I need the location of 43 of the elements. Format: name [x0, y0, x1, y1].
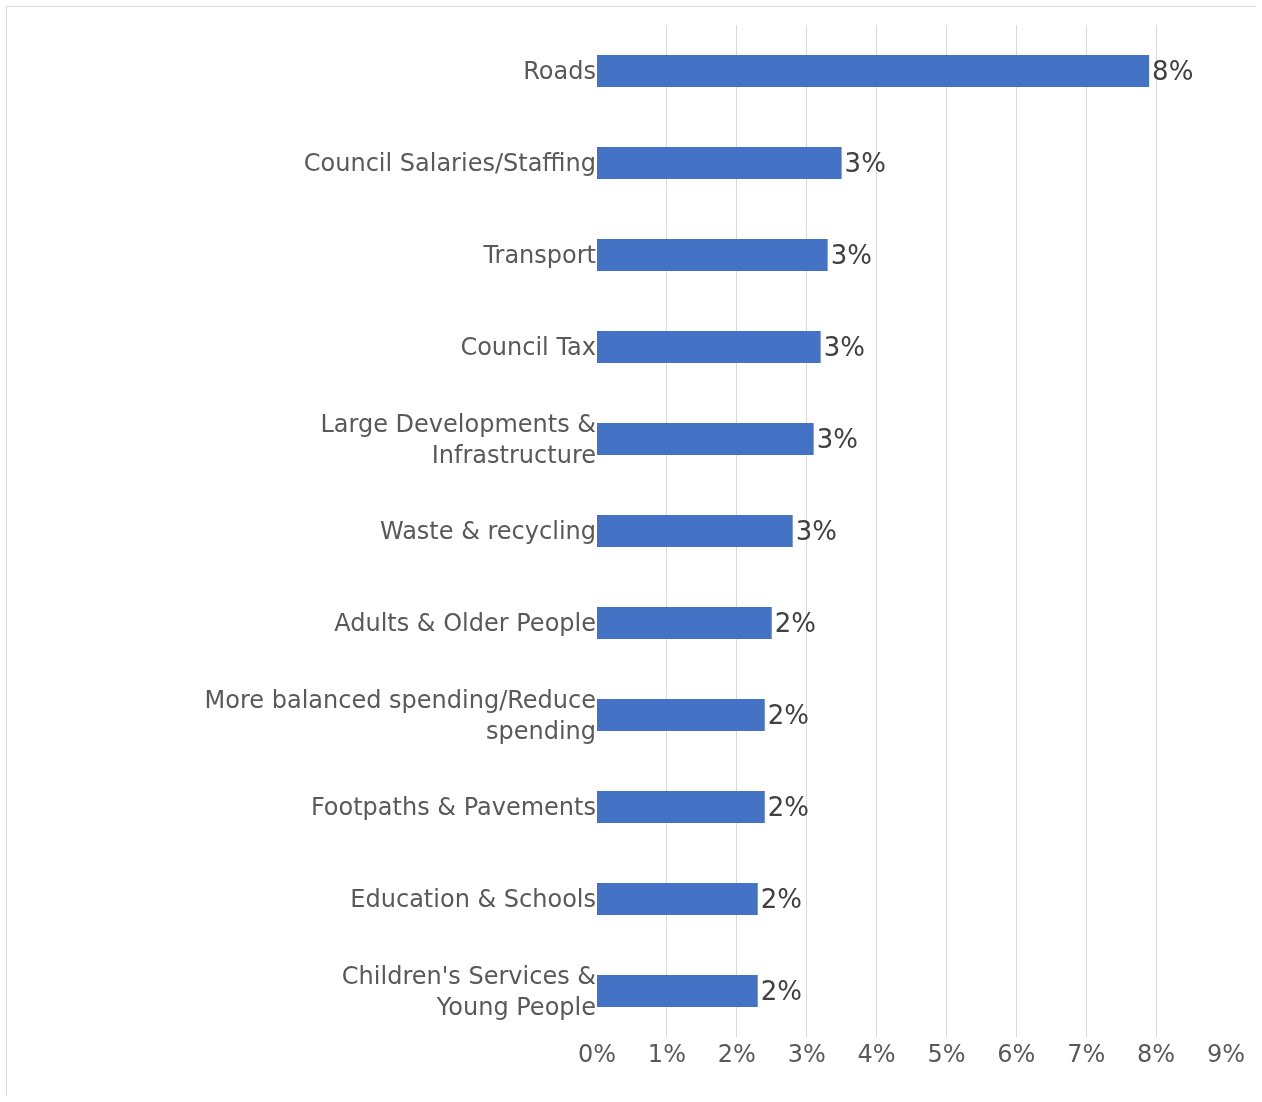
y-tick-label: Large Developments & Infrastructure: [320, 409, 596, 469]
data-label: 2%: [774, 608, 816, 638]
y-tick-label: Council Tax: [460, 333, 596, 362]
data-label: 2%: [767, 792, 809, 822]
data-label: 2%: [760, 884, 802, 914]
x-tick-label: 2%: [717, 1040, 756, 1068]
data-label: 3%: [844, 148, 886, 178]
x-tick-label: 6%: [997, 1040, 1036, 1068]
bar: [597, 790, 765, 824]
x-tick-label: 9%: [1206, 1040, 1246, 1068]
data-label: 3%: [816, 424, 858, 454]
y-tick-label: Adults & Older People: [334, 609, 596, 638]
x-tick-label: 0%: [577, 1040, 617, 1068]
bar: [597, 422, 814, 456]
data-label: 8%: [1152, 56, 1194, 86]
bar: [597, 698, 765, 732]
data-label: 3%: [830, 240, 872, 270]
x-tick-label: 3%: [787, 1040, 826, 1068]
y-tick-label: Children's Services & Young People: [341, 961, 596, 1021]
x-tick-label: 1%: [647, 1040, 686, 1068]
y-tick-label: Footpaths & Pavements: [310, 793, 596, 822]
bar: [597, 974, 758, 1008]
y-tick-label: Waste & recycling: [379, 517, 596, 546]
bar: [597, 146, 842, 180]
bar: [597, 882, 758, 916]
data-label: 3%: [795, 516, 837, 546]
x-tick-label: 7%: [1067, 1040, 1106, 1068]
data-label: 2%: [767, 700, 809, 730]
y-tick-label: Transport: [482, 241, 596, 270]
x-tick-label: 5%: [927, 1040, 966, 1068]
bar: [597, 606, 772, 640]
y-tick-label: Education & Schools: [350, 885, 596, 914]
y-tick-label: More balanced spending/Reduce spending: [204, 685, 596, 745]
y-tick-label: Council Salaries/Staffing: [303, 149, 596, 178]
x-tick-label: 8%: [1137, 1040, 1176, 1068]
x-tick-label: 4%: [857, 1040, 896, 1068]
data-label: 2%: [760, 976, 802, 1006]
y-tick-label: Roads: [523, 57, 596, 86]
bar: [597, 54, 1150, 88]
bar: [597, 238, 828, 272]
data-label: 3%: [823, 332, 865, 362]
bar: [597, 330, 821, 364]
bar: [597, 514, 793, 548]
